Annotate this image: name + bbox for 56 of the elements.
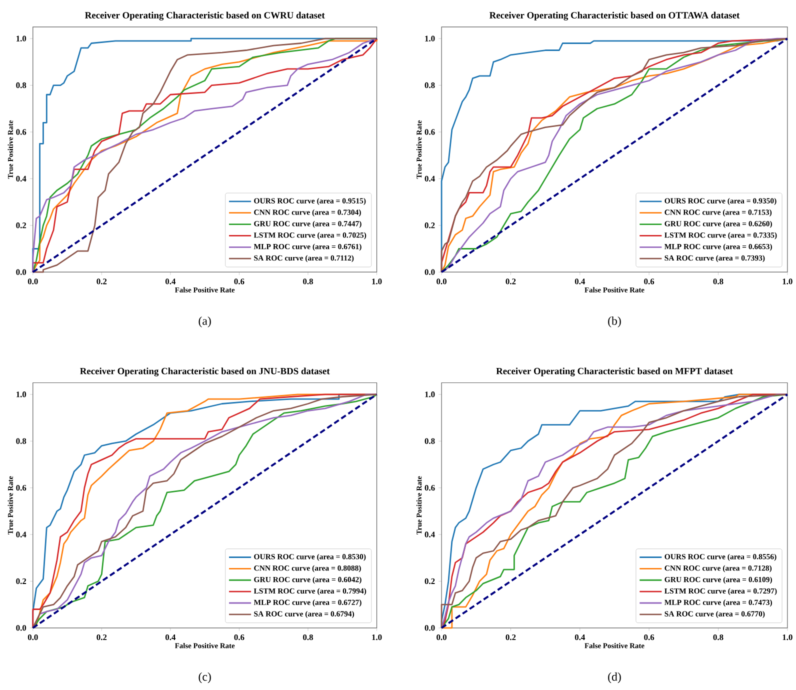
y-tick-label: 0.6: [16, 129, 26, 135]
y-tick-label: 0.6: [16, 485, 26, 491]
x-tick-label: 1.0: [782, 278, 792, 284]
x-tick-label: 0.4: [574, 278, 586, 284]
x-tick-label: 0.6: [644, 278, 654, 284]
x-tick-label: 0.2: [96, 634, 107, 640]
x-tick-label: 0.2: [96, 278, 107, 284]
y-tick-label: 0.0: [16, 625, 26, 631]
text: (d): [608, 672, 621, 684]
x-tick-label: 0.0: [28, 634, 38, 640]
x-tick-label: 0.8: [713, 278, 724, 284]
x-tick-label: 0.2: [506, 278, 516, 284]
y-tick-label: 0.2: [424, 578, 435, 584]
y-tick-label: 0.4: [424, 532, 435, 538]
text: (c): [198, 672, 211, 684]
y-tick-label: 0.4: [16, 532, 26, 538]
y-tick-label: 0.8: [424, 438, 435, 444]
chart-title: Receiver Operating Characteristic based on OTTAWA dataset: [489, 12, 740, 21]
y-tick-label: 1.0: [16, 36, 26, 42]
x-tick-label: 1.0: [782, 634, 792, 640]
chart-title: Receiver Operating Characteristic based on JNU-BDS dataset: [80, 368, 330, 376]
y-tick-label: 1.0: [425, 36, 435, 42]
x-tick-label: 0.0: [436, 278, 447, 284]
x-tick-label: 0.8: [303, 278, 313, 284]
x-tick-label: 0.0: [436, 634, 447, 640]
x-tick-label: 0.6: [234, 634, 244, 640]
y-tick-label: 0.6: [424, 129, 435, 135]
y-tick-label: 0.0: [16, 269, 26, 276]
x-tick-label: 0.4: [574, 634, 586, 640]
y-tick-label: 0.6: [424, 485, 435, 491]
y-tick-label: 0.8: [16, 82, 26, 88]
y-tick-label: 1.0: [425, 392, 435, 398]
y-tick-label: 0.4: [16, 176, 26, 182]
x-tick-label: 0.8: [713, 634, 724, 640]
x-tick-label: 0.8: [303, 634, 313, 640]
y-tick-label: 0.0: [424, 269, 435, 276]
y-tick-label: 0.8: [424, 82, 435, 88]
x-tick-label: 1.0: [372, 634, 382, 640]
x-tick-label: 0.4: [165, 278, 176, 284]
y-tick-label: 0.2: [16, 578, 26, 584]
y-tick-label: 0.0: [424, 625, 435, 631]
y-tick-label: 0.8: [16, 438, 26, 444]
text: (a): [198, 316, 211, 328]
x-tick-label: 0.6: [234, 278, 244, 284]
x-tick-label: 0.4: [165, 634, 176, 640]
y-tick-label: 0.2: [424, 222, 435, 228]
x-tick-label: 0.2: [506, 634, 516, 640]
chart-title: Receiver Operating Characteristic based on MFPT dataset: [496, 368, 733, 376]
x-tick-label: 1.0: [372, 278, 382, 284]
text: (b): [608, 316, 621, 328]
y-tick-label: 0.4: [424, 176, 435, 182]
chart-title: Receiver Operating Characteristic based on CWRU dataset: [84, 12, 325, 21]
x-tick-label: 0.0: [28, 278, 38, 284]
y-tick-label: 0.2: [16, 222, 26, 228]
y-tick-label: 1.0: [16, 392, 26, 398]
x-tick-label: 0.6: [644, 634, 654, 640]
